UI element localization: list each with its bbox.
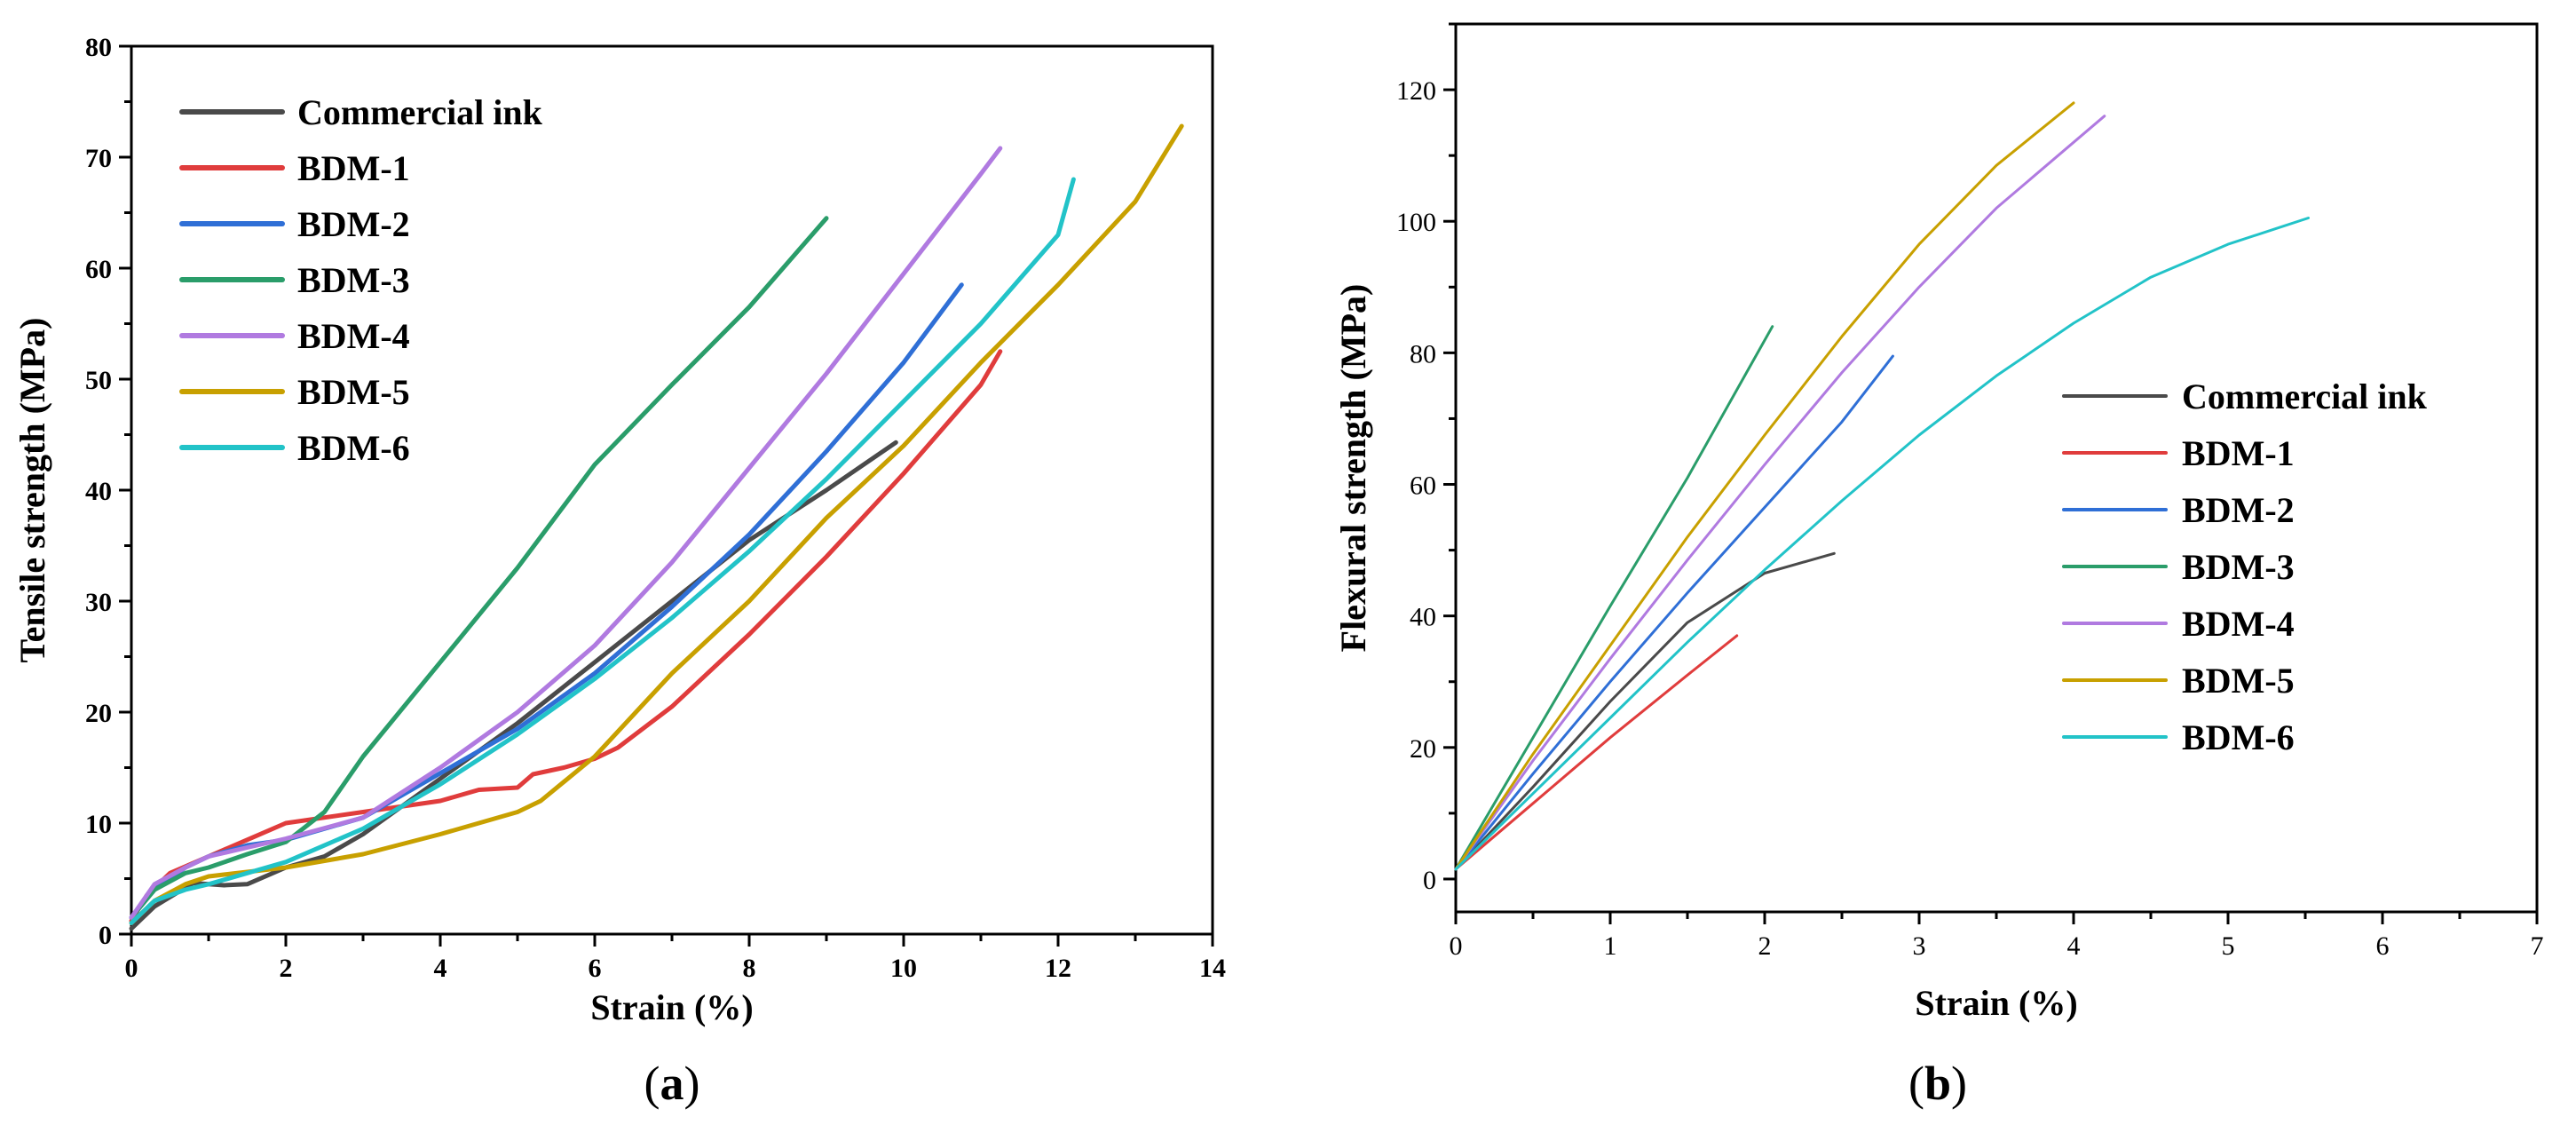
y-tick-label: 0 bbox=[99, 921, 112, 950]
legend-entry: Commercial ink bbox=[2062, 376, 2428, 416]
legend: Commercial ink BDM-1 BDM-2 BDM-3 BDM-4 B… bbox=[179, 92, 543, 468]
legend-entry: BDM-4 bbox=[179, 316, 410, 356]
y-tick-label: 50 bbox=[85, 366, 112, 395]
x-tick-label: 6 bbox=[589, 954, 602, 983]
y-ticks: 0 10 20 30 40 50 60 70 80 bbox=[85, 33, 131, 950]
y-axis-label: Flexural strength (MPa) bbox=[1333, 284, 1373, 653]
panel-b-flexural-chart: 0 1 2 3 4 5 6 7 0 20 40 60 80 100 120 Strain (%) Flex… bbox=[1333, 22, 2544, 1110]
y-tick-label: 100 bbox=[1396, 208, 1436, 237]
legend-label: BDM-1 bbox=[297, 148, 410, 188]
series-line-bdm-3 bbox=[1454, 325, 1774, 871]
plot-frame bbox=[1454, 22, 2539, 914]
legend: Commercial ink BDM-1 BDM-2 BDM-3 BDM-4 B… bbox=[2062, 376, 2428, 757]
series-line-bdm-5 bbox=[1454, 101, 2075, 871]
x-tick-label: 14 bbox=[1199, 954, 1226, 983]
legend-label: BDM-4 bbox=[2182, 604, 2295, 644]
series-line-bdm-2 bbox=[129, 282, 964, 920]
panel-caption: (a) bbox=[644, 1057, 700, 1110]
legend-entry: BDM-3 bbox=[179, 260, 410, 300]
panel-caption: (b) bbox=[1908, 1057, 1967, 1110]
x-tick-label: 3 bbox=[1913, 931, 1926, 961]
legend-entry: BDM-6 bbox=[179, 428, 410, 468]
y-tick-label: 70 bbox=[85, 144, 112, 173]
plot-frame bbox=[130, 44, 1214, 936]
x-tick-label: 12 bbox=[1045, 954, 1071, 983]
x-ticks: 0 1 2 3 4 5 6 7 bbox=[1450, 912, 2544, 961]
legend-label: BDM-6 bbox=[2182, 717, 2295, 757]
legend-entry: BDM-1 bbox=[179, 148, 410, 188]
series-line-bdm-6 bbox=[129, 177, 1076, 925]
y-tick-label: 40 bbox=[85, 477, 112, 506]
legend-entry: BDM-5 bbox=[179, 372, 410, 412]
x-axis-label: Strain (%) bbox=[590, 987, 753, 1027]
panel-caption-letter: a bbox=[660, 1057, 684, 1110]
legend-entry: BDM-1 bbox=[2062, 433, 2295, 473]
series-line-bdm-4 bbox=[129, 146, 1003, 920]
x-tick-label: 8 bbox=[743, 954, 756, 983]
series-line-bdm-4 bbox=[1454, 115, 2106, 871]
legend-entry: BDM-2 bbox=[2062, 490, 2295, 530]
y-tick-label: 10 bbox=[85, 810, 112, 839]
series-lines bbox=[1454, 101, 2310, 871]
series-line-commercial-ink bbox=[1454, 551, 1836, 871]
y-tick-label: 60 bbox=[1410, 471, 1436, 501]
y-tick-label: 120 bbox=[1396, 76, 1436, 106]
series-line-bdm-1 bbox=[1454, 634, 1739, 871]
legend-entry: BDM-4 bbox=[2062, 604, 2295, 644]
legend-label: Commercial ink bbox=[2182, 376, 2428, 416]
legend-entry: BDM-3 bbox=[2062, 547, 2295, 587]
legend-label: BDM-4 bbox=[297, 316, 410, 356]
x-ticks: 0 2 4 6 8 10 12 14 bbox=[125, 934, 1226, 983]
legend-label: BDM-2 bbox=[297, 204, 410, 244]
x-tick-label: 0 bbox=[125, 954, 138, 983]
legend-label: BDM-2 bbox=[2182, 490, 2295, 530]
x-tick-label: 6 bbox=[2376, 931, 2390, 961]
x-tick-label: 2 bbox=[1758, 931, 1772, 961]
legend-label: BDM-5 bbox=[2182, 661, 2295, 701]
legend-label: BDM-5 bbox=[297, 372, 410, 412]
x-tick-label: 5 bbox=[2222, 931, 2235, 961]
y-tick-label: 0 bbox=[1423, 866, 1436, 895]
legend-entry: Commercial ink bbox=[179, 92, 543, 132]
legend-label: BDM-3 bbox=[297, 260, 410, 300]
y-tick-label: 80 bbox=[1410, 339, 1436, 368]
y-tick-label: 60 bbox=[85, 255, 112, 284]
legend-entry: BDM-2 bbox=[179, 204, 410, 244]
x-tick-label: 0 bbox=[1450, 931, 1463, 961]
x-tick-label: 7 bbox=[2531, 931, 2544, 961]
panel-a-tensile-chart: 0 2 4 6 8 10 12 14 0 10 20 30 40 50 60 70 80 Strain (%)… bbox=[12, 33, 1226, 1110]
legend-label: BDM-3 bbox=[2182, 547, 2295, 587]
y-tick-label: 80 bbox=[85, 33, 112, 62]
x-tick-label: 2 bbox=[280, 954, 293, 983]
x-tick-label: 1 bbox=[1604, 931, 1617, 961]
y-tick-label: 30 bbox=[85, 588, 112, 617]
legend-label: Commercial ink bbox=[297, 92, 543, 132]
legend-entry: BDM-5 bbox=[2062, 661, 2295, 701]
x-tick-label: 4 bbox=[434, 954, 447, 983]
y-tick-label: 20 bbox=[1410, 734, 1436, 764]
series-line-bdm-2 bbox=[1454, 354, 1894, 871]
x-tick-label: 4 bbox=[2067, 931, 2081, 961]
legend-entry: BDM-6 bbox=[2062, 717, 2295, 757]
y-tick-label: 40 bbox=[1410, 603, 1436, 632]
legend-label: BDM-6 bbox=[297, 428, 410, 468]
legend-label: BDM-1 bbox=[2182, 433, 2295, 473]
panel-caption-letter: b bbox=[1924, 1057, 1951, 1110]
y-tick-label: 20 bbox=[85, 699, 112, 728]
series-line-bdm-5 bbox=[129, 123, 1184, 925]
series-lines bbox=[129, 123, 1184, 931]
y-axis-label: Tensile strength (MPa) bbox=[12, 318, 52, 663]
y-ticks: 0 20 40 60 80 100 120 bbox=[1396, 22, 1456, 895]
series-line-bdm-3 bbox=[129, 216, 829, 920]
x-tick-label: 10 bbox=[890, 954, 917, 983]
series-line-bdm-6 bbox=[1454, 217, 2310, 871]
x-axis-label: Strain (%) bbox=[1915, 983, 2077, 1023]
